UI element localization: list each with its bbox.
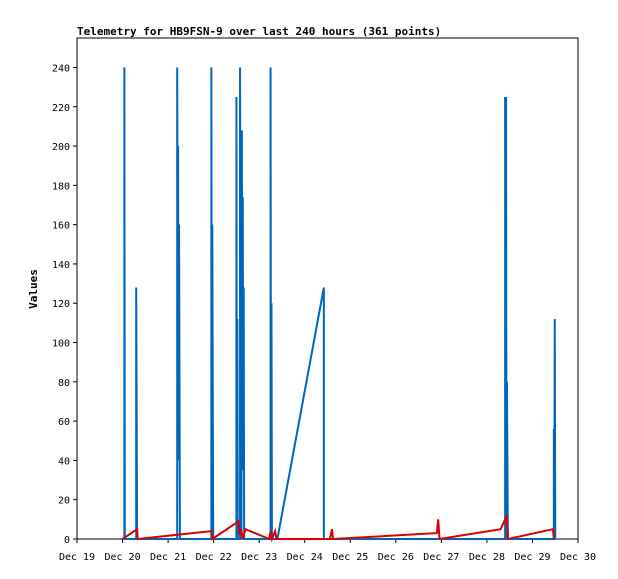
y-tick-label: 40 — [58, 456, 70, 467]
series-line-1 — [123, 67, 557, 540]
x-tick-label: Dec 23 — [241, 552, 277, 563]
y-tick-label: 220 — [52, 103, 70, 114]
y-tick-label: 60 — [58, 417, 70, 428]
series-layer — [121, 67, 557, 543]
y-axis-ticks: 0 20 40 60 80 100 120 140 160 180 200 220 240 — [52, 63, 77, 546]
y-tick-label: 160 — [52, 221, 70, 232]
y-tick-label: 20 — [58, 496, 70, 507]
y-tick-label: 0 — [64, 535, 70, 546]
x-tick-label: Dec 30 — [560, 552, 596, 563]
y-tick-label: 100 — [52, 339, 70, 350]
y-tick-label: 80 — [58, 378, 70, 389]
x-tick-label: Dec 29 — [514, 552, 550, 563]
x-tick-label: Dec 24 — [287, 552, 323, 563]
y-tick-label: 140 — [52, 260, 70, 271]
y-tick-label: 240 — [52, 63, 70, 74]
x-tick-label: Dec 25 — [332, 552, 368, 563]
chart-title: Telemetry for HB9FSN-9 over last 240 hou… — [77, 25, 441, 38]
x-tick-label: Dec 22 — [196, 552, 232, 563]
x-tick-label: Dec 21 — [150, 552, 186, 563]
y-axis-label: Values — [27, 269, 40, 309]
y-tick-label: 200 — [52, 142, 70, 153]
x-tick-label: Dec 19 — [59, 552, 95, 563]
x-tick-label: Dec 20 — [104, 552, 140, 563]
plot-frame — [76, 37, 579, 540]
y-tick-label: 180 — [52, 181, 70, 192]
x-tick-label: Dec 26 — [378, 552, 414, 563]
series-line-2 — [121, 514, 555, 543]
y-tick-label: 120 — [52, 299, 70, 310]
x-tick-label: Dec 28 — [469, 552, 505, 563]
x-axis-ticks: Dec 19 Dec 20 Dec 21 Dec 22 Dec 23 Dec 24 Dec … — [59, 539, 596, 563]
x-tick-label: Dec 27 — [423, 552, 459, 563]
